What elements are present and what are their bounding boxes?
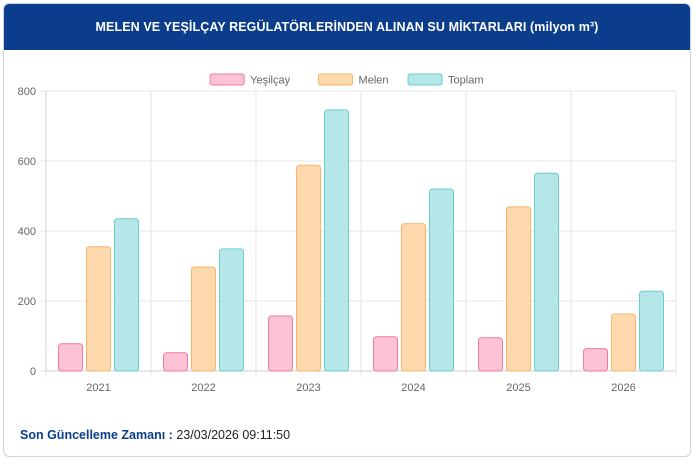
bar-melen-2026 [611, 313, 636, 372]
x-tick-label: 2025 [506, 382, 530, 394]
bar-melen-2024 [401, 223, 426, 372]
legend-label: Toplam [448, 75, 483, 87]
last-update-label: Son Güncelleme Zamanı : [20, 428, 173, 442]
bar-ye-il-ay-2022 [163, 352, 188, 372]
bar-melen-2023 [296, 164, 321, 372]
y-tick-label: 600 [18, 156, 36, 168]
bar-ye-il-ay-2025 [478, 337, 503, 372]
x-tick-label: 2026 [611, 382, 635, 394]
y-tick-label: 0 [30, 366, 36, 378]
legend-swatch [407, 73, 443, 86]
last-update-value: 23/03/2026 09:11:50 [176, 428, 291, 442]
last-update: Son Güncelleme Zamanı : 23/03/2026 09:11… [20, 428, 290, 442]
bar-ye-il-ay-2024 [373, 336, 398, 372]
chart-header: MELEN VE YEŞİLÇAY REGÜLATÖRLERİNDEN ALIN… [4, 4, 690, 50]
bar-toplam-2023 [324, 109, 349, 372]
legend-swatch [209, 73, 245, 86]
x-tick-label: 2023 [296, 382, 320, 394]
bar-chart: 0 200 400 600 800 2021 2022 2023 2024 2025 2026 Yeş… [18, 73, 677, 394]
bar-ye-il-ay-2021 [58, 343, 83, 372]
bar-toplam-2026 [639, 290, 664, 372]
bar-ye-il-ay-2023 [268, 315, 293, 372]
chart-title: MELEN VE YEŞİLÇAY REGÜLATÖRLERİNDEN ALIN… [95, 20, 599, 34]
legend-swatch [318, 73, 354, 86]
y-tick-label: 400 [18, 226, 36, 238]
legend-label: Yeşilçay [250, 75, 290, 87]
x-tick-label: 2024 [401, 382, 425, 394]
x-tick-label: 2021 [86, 382, 110, 394]
bar-melen-2022 [191, 266, 216, 372]
bar-toplam-2021 [114, 218, 139, 372]
bar-toplam-2024 [429, 188, 454, 372]
x-tick-label: 2022 [191, 382, 215, 394]
bar-toplam-2025 [534, 172, 559, 372]
legend-label: Melen [359, 75, 389, 87]
y-tick-label: 200 [18, 296, 36, 308]
y-tick-label: 800 [18, 86, 36, 98]
bar-ye-il-ay-2026 [583, 348, 608, 372]
chart-card: MELEN VE YEŞİLÇAY REGÜLATÖRLERİNDEN ALIN… [3, 3, 691, 457]
bar-melen-2021 [86, 246, 111, 372]
bar-melen-2025 [506, 206, 531, 372]
bar-toplam-2022 [219, 248, 244, 372]
